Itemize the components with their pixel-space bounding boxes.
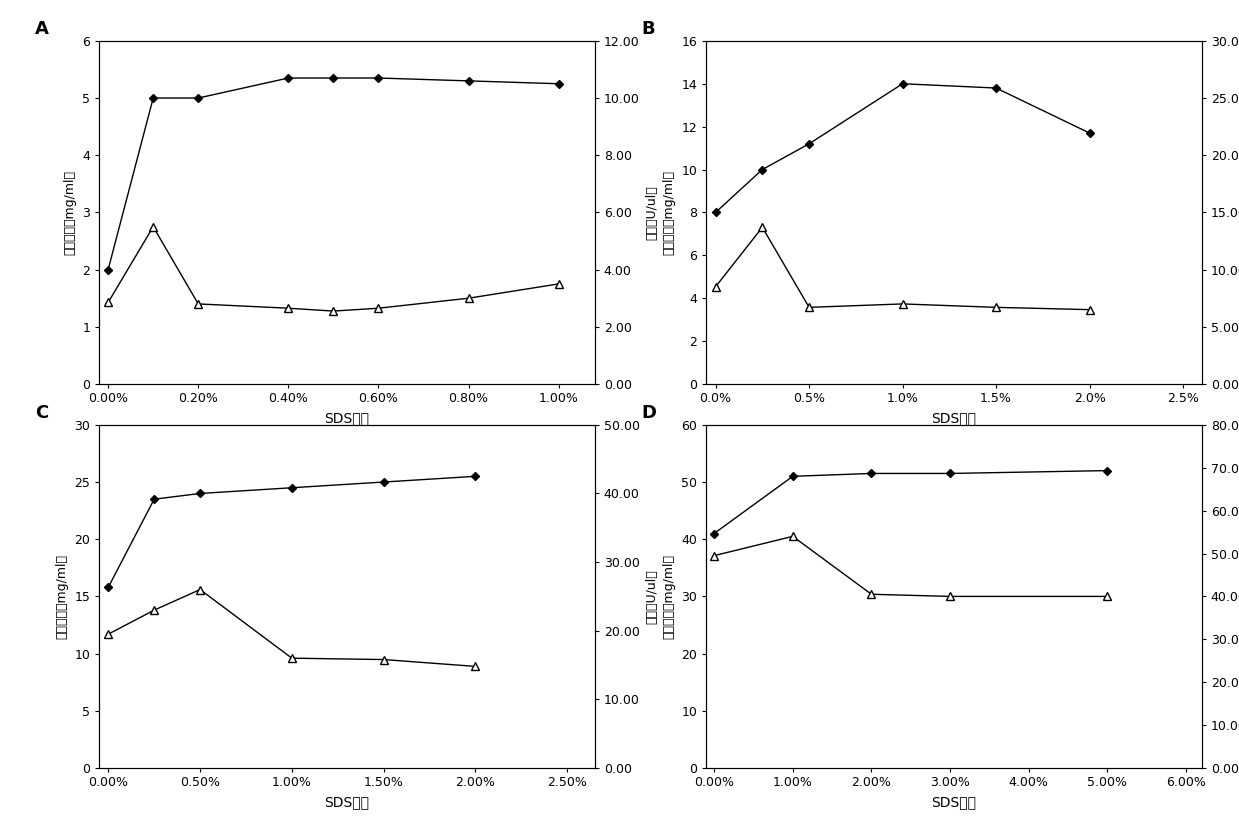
- Text: A: A: [35, 20, 48, 38]
- Y-axis label: 酶活（U/ul）: 酶活（U/ul）: [646, 185, 658, 240]
- Y-axis label: 蛋白浓度（mg/ml）: 蛋白浓度（mg/ml）: [663, 554, 675, 639]
- X-axis label: SDS浓度: SDS浓度: [932, 411, 976, 425]
- Text: D: D: [642, 404, 657, 422]
- X-axis label: SDS浓度: SDS浓度: [932, 795, 976, 809]
- Text: B: B: [642, 20, 655, 38]
- X-axis label: SDS浓度: SDS浓度: [325, 795, 369, 809]
- Y-axis label: 酶活（U/ul）: 酶活（U/ul）: [646, 569, 658, 624]
- Text: C: C: [35, 404, 48, 422]
- Y-axis label: 蛋白浓度（mg/ml）: 蛋白浓度（mg/ml）: [56, 554, 68, 639]
- Y-axis label: 蛋白浓度（mg/ml）: 蛋白浓度（mg/ml）: [663, 170, 675, 255]
- X-axis label: SDS浓度: SDS浓度: [325, 411, 369, 425]
- Y-axis label: 蛋白浓度（mg/ml）: 蛋白浓度（mg/ml）: [63, 170, 77, 255]
